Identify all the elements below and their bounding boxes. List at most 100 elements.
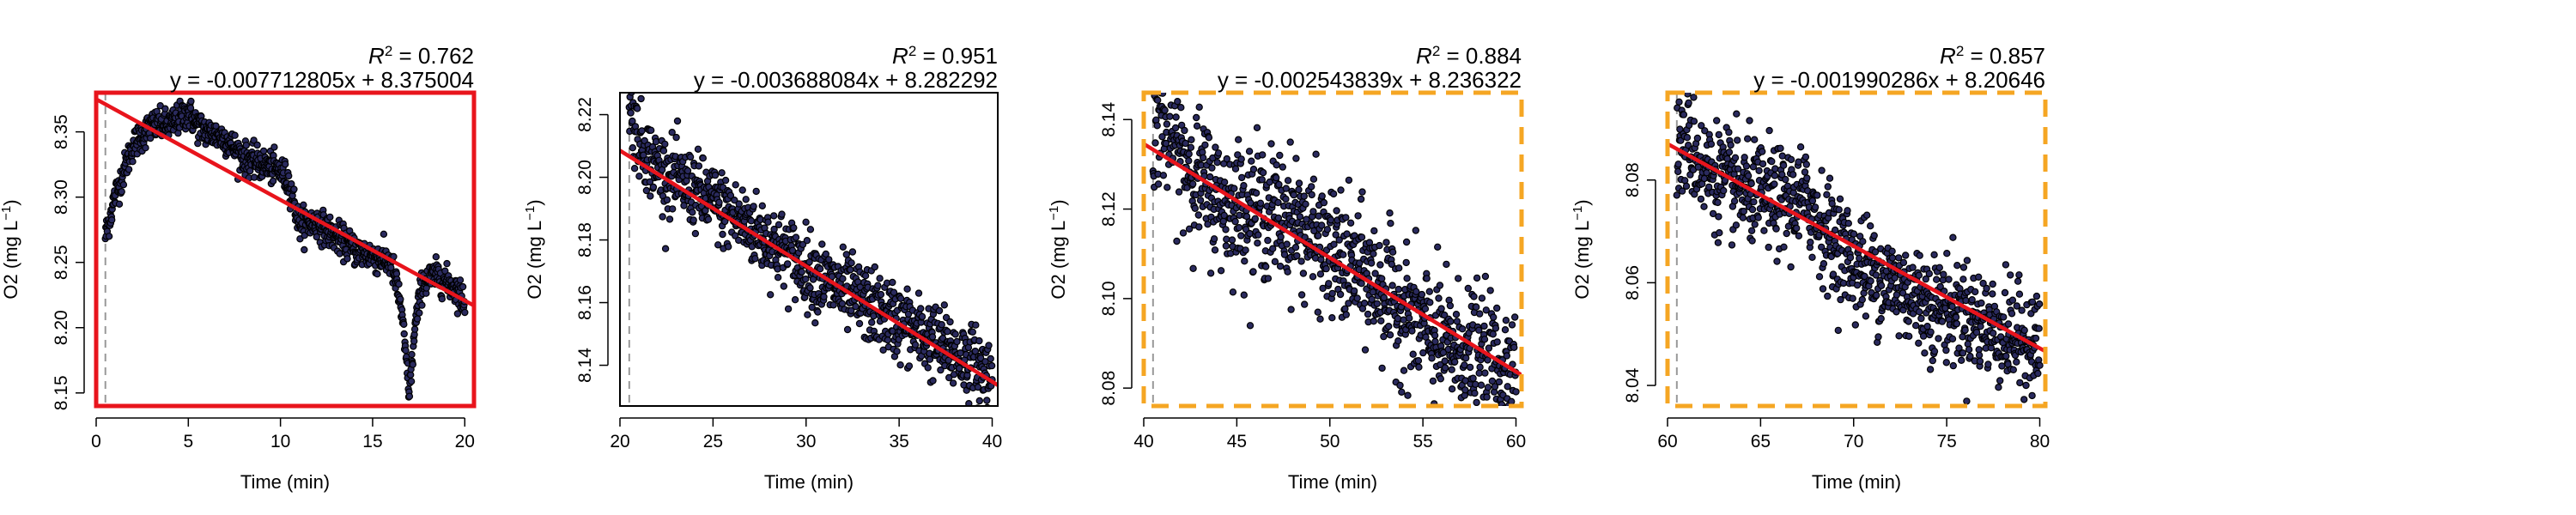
data-point [874, 282, 882, 289]
data-point [1274, 214, 1283, 222]
data-point [1241, 258, 1249, 265]
data-point [1182, 139, 1189, 148]
data-point [1231, 165, 1240, 173]
data-point [1796, 142, 1805, 151]
data-point [1746, 117, 1753, 124]
y-tick-label: 8.25 [52, 245, 71, 280]
data-point [1507, 409, 1513, 415]
data-point [1284, 177, 1292, 185]
data-point [1461, 386, 1469, 394]
data-point [2026, 408, 2032, 414]
data-point [1196, 197, 1205, 204]
x-tick-label: 40 [1133, 432, 1153, 451]
data-point [441, 267, 449, 275]
data-point [2013, 358, 2020, 366]
r-squared-label: R2 = 0.762 [368, 43, 474, 70]
data-point [704, 215, 713, 223]
data-point [788, 246, 797, 254]
data-point [2034, 369, 2042, 378]
x-tick-label: 40 [982, 432, 1002, 451]
chart-panel-3: 40 45 50 55 60 Time (min) 8.08 8.10 8.12 8.14 O2 (… [1047, 43, 1527, 494]
data-point [1402, 258, 1410, 267]
data-point [1975, 351, 1984, 359]
data-point [663, 196, 671, 204]
data-point [896, 361, 904, 369]
data-point [839, 275, 847, 282]
data-point [1835, 206, 1843, 214]
data-point [1485, 344, 1493, 352]
data-point [1712, 117, 1721, 124]
data-point [400, 320, 408, 328]
data-point [1276, 151, 1284, 160]
data-point [1315, 212, 1322, 220]
data-point [1482, 306, 1491, 314]
data-point [884, 336, 892, 344]
y-tick-label: 8.20 [575, 160, 595, 195]
data-point [649, 183, 658, 191]
data-point [1765, 126, 1773, 135]
data-point [1921, 349, 1929, 357]
data-point [2001, 288, 2009, 297]
data-point [1242, 246, 1249, 254]
data-point [1709, 209, 1717, 218]
data-point [971, 348, 980, 355]
data-point [627, 109, 635, 117]
data-point [1252, 189, 1261, 197]
data-point [1255, 231, 1262, 239]
data-point [1295, 179, 1303, 187]
data-point [1443, 260, 1450, 269]
data-point [1436, 282, 1444, 289]
data-point [1751, 221, 1759, 228]
data-point [778, 210, 786, 218]
data-point [418, 301, 426, 309]
data-point [1174, 97, 1182, 106]
data-point [861, 272, 870, 280]
data-point [270, 143, 278, 151]
data-point [1861, 272, 1868, 281]
data-point [1450, 358, 1459, 366]
data-point [767, 291, 775, 299]
data-point [1789, 171, 1797, 179]
data-point [1779, 161, 1788, 169]
data-point [1328, 314, 1336, 322]
data-point [965, 400, 973, 406]
data-point [1377, 275, 1386, 282]
data-point [1690, 94, 1698, 101]
data-point [1780, 243, 1788, 251]
data-point [1452, 311, 1461, 318]
data-point [1350, 287, 1358, 295]
data-point [1193, 122, 1201, 130]
data-point [1264, 236, 1272, 245]
data-point [1949, 361, 1957, 370]
data-point [438, 295, 446, 303]
data-point [1192, 113, 1200, 122]
data-point [1419, 348, 1427, 357]
data-point [1240, 181, 1248, 190]
data-point [1386, 331, 1394, 339]
data-point [1345, 176, 1353, 185]
data-point [1998, 362, 2006, 370]
y-axis-label: O2 (mg L−1) [0, 199, 21, 299]
data-point [1293, 251, 1301, 260]
data-point [738, 186, 746, 194]
data-point [668, 128, 676, 136]
y-tick-label: 8.08 [1623, 162, 1643, 197]
data-point [253, 141, 261, 149]
r-squared-value: = 0.951 [916, 43, 998, 69]
data-point [1280, 251, 1289, 258]
data-point [1413, 288, 1420, 295]
data-point [642, 186, 651, 195]
data-point [695, 162, 703, 170]
data-point [1484, 356, 1492, 364]
data-point [1512, 388, 1520, 396]
data-point [118, 188, 125, 196]
data-point [848, 259, 855, 267]
r-squared-value: = 0.857 [1964, 43, 2045, 69]
data-point [735, 200, 743, 208]
data-point [1792, 224, 1801, 233]
data-point [2018, 306, 2026, 314]
data-point [848, 306, 855, 315]
data-point [1425, 288, 1434, 295]
data-point [1697, 195, 1705, 203]
data-point [1367, 259, 1376, 267]
